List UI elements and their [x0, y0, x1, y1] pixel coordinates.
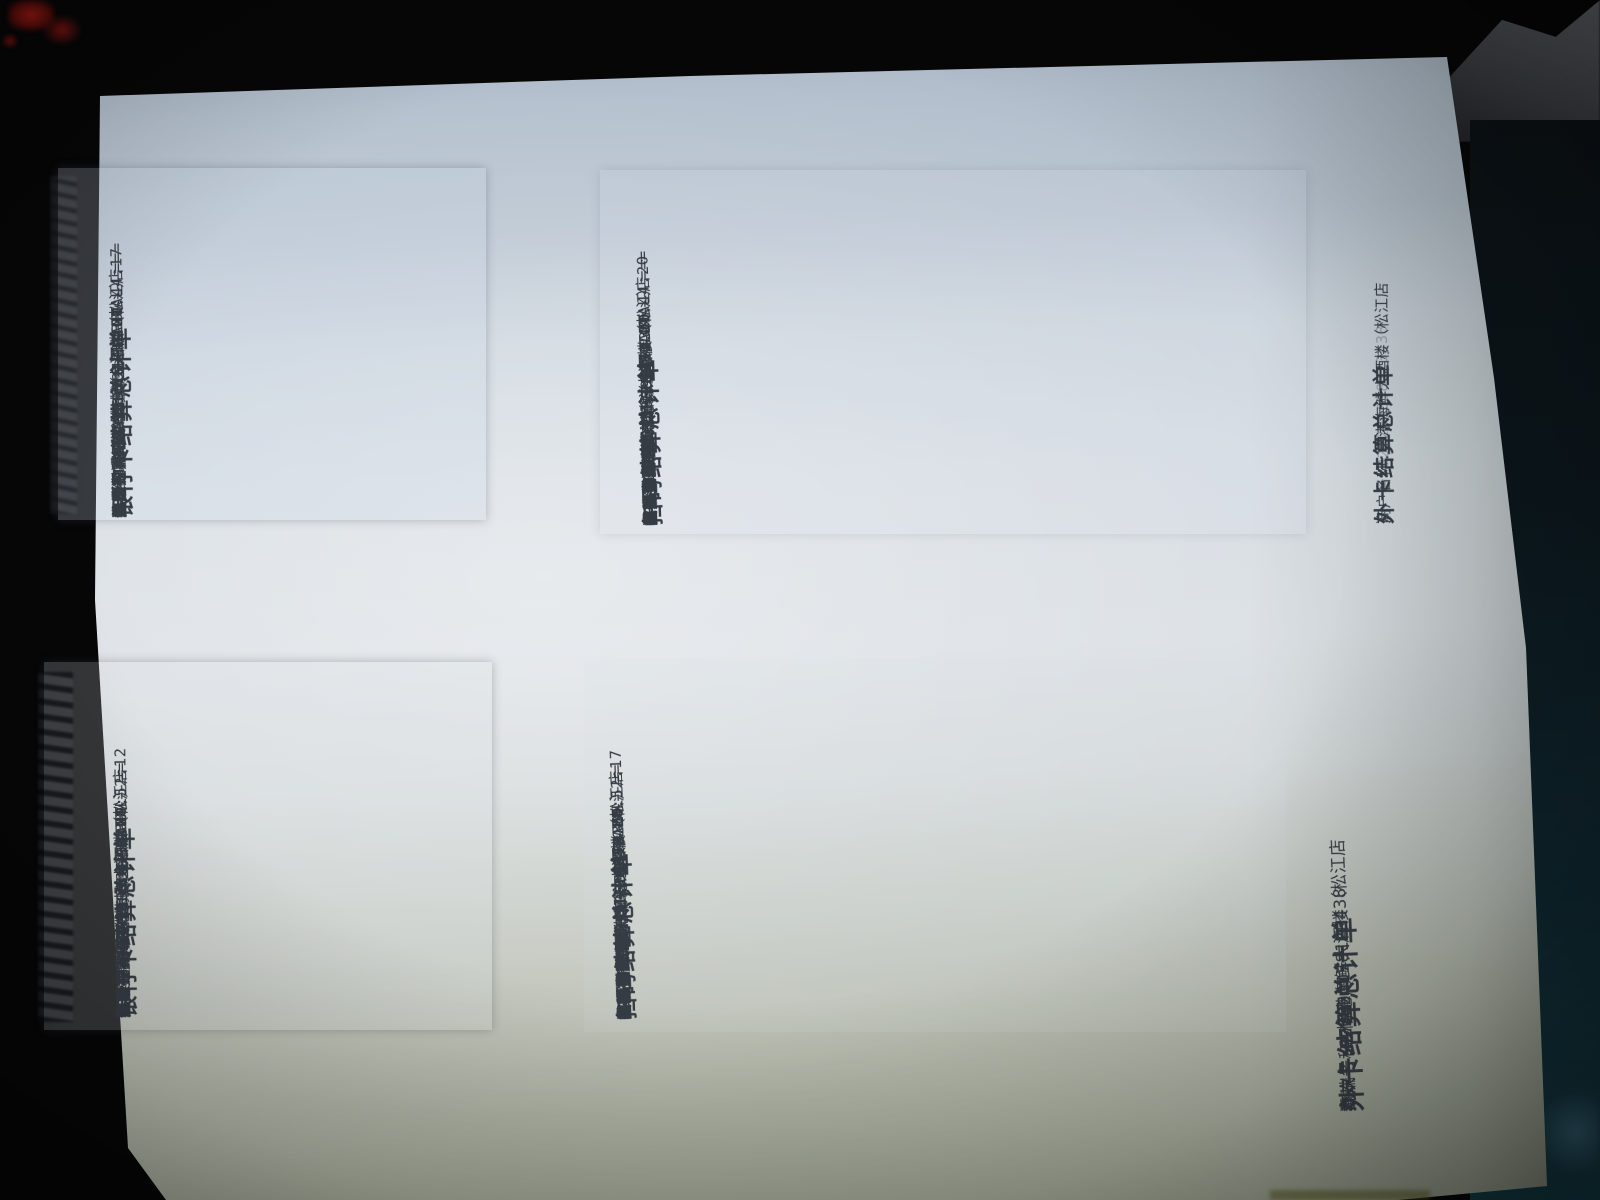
- red-stamp-smudge: [44, 16, 80, 44]
- receipt-line: 商户号:822290058123438: [1372, 324, 1393, 524]
- background-sliver: [1270, 1190, 1430, 1200]
- torn-edge: [38, 672, 73, 1022]
- receipt-slip-shadow: [44, 662, 492, 1030]
- receipt-line: 0.00: [108, 306, 127, 347]
- receipt-slip-shadow: [584, 658, 1286, 1032]
- receipt-slip-shadow: [600, 170, 1306, 534]
- receipt-line: 4193.00: [112, 806, 132, 876]
- torn-edge: [50, 176, 77, 514]
- receipt-slip-shadow: [58, 168, 486, 520]
- red-stamp-smudge: [2, 34, 18, 48]
